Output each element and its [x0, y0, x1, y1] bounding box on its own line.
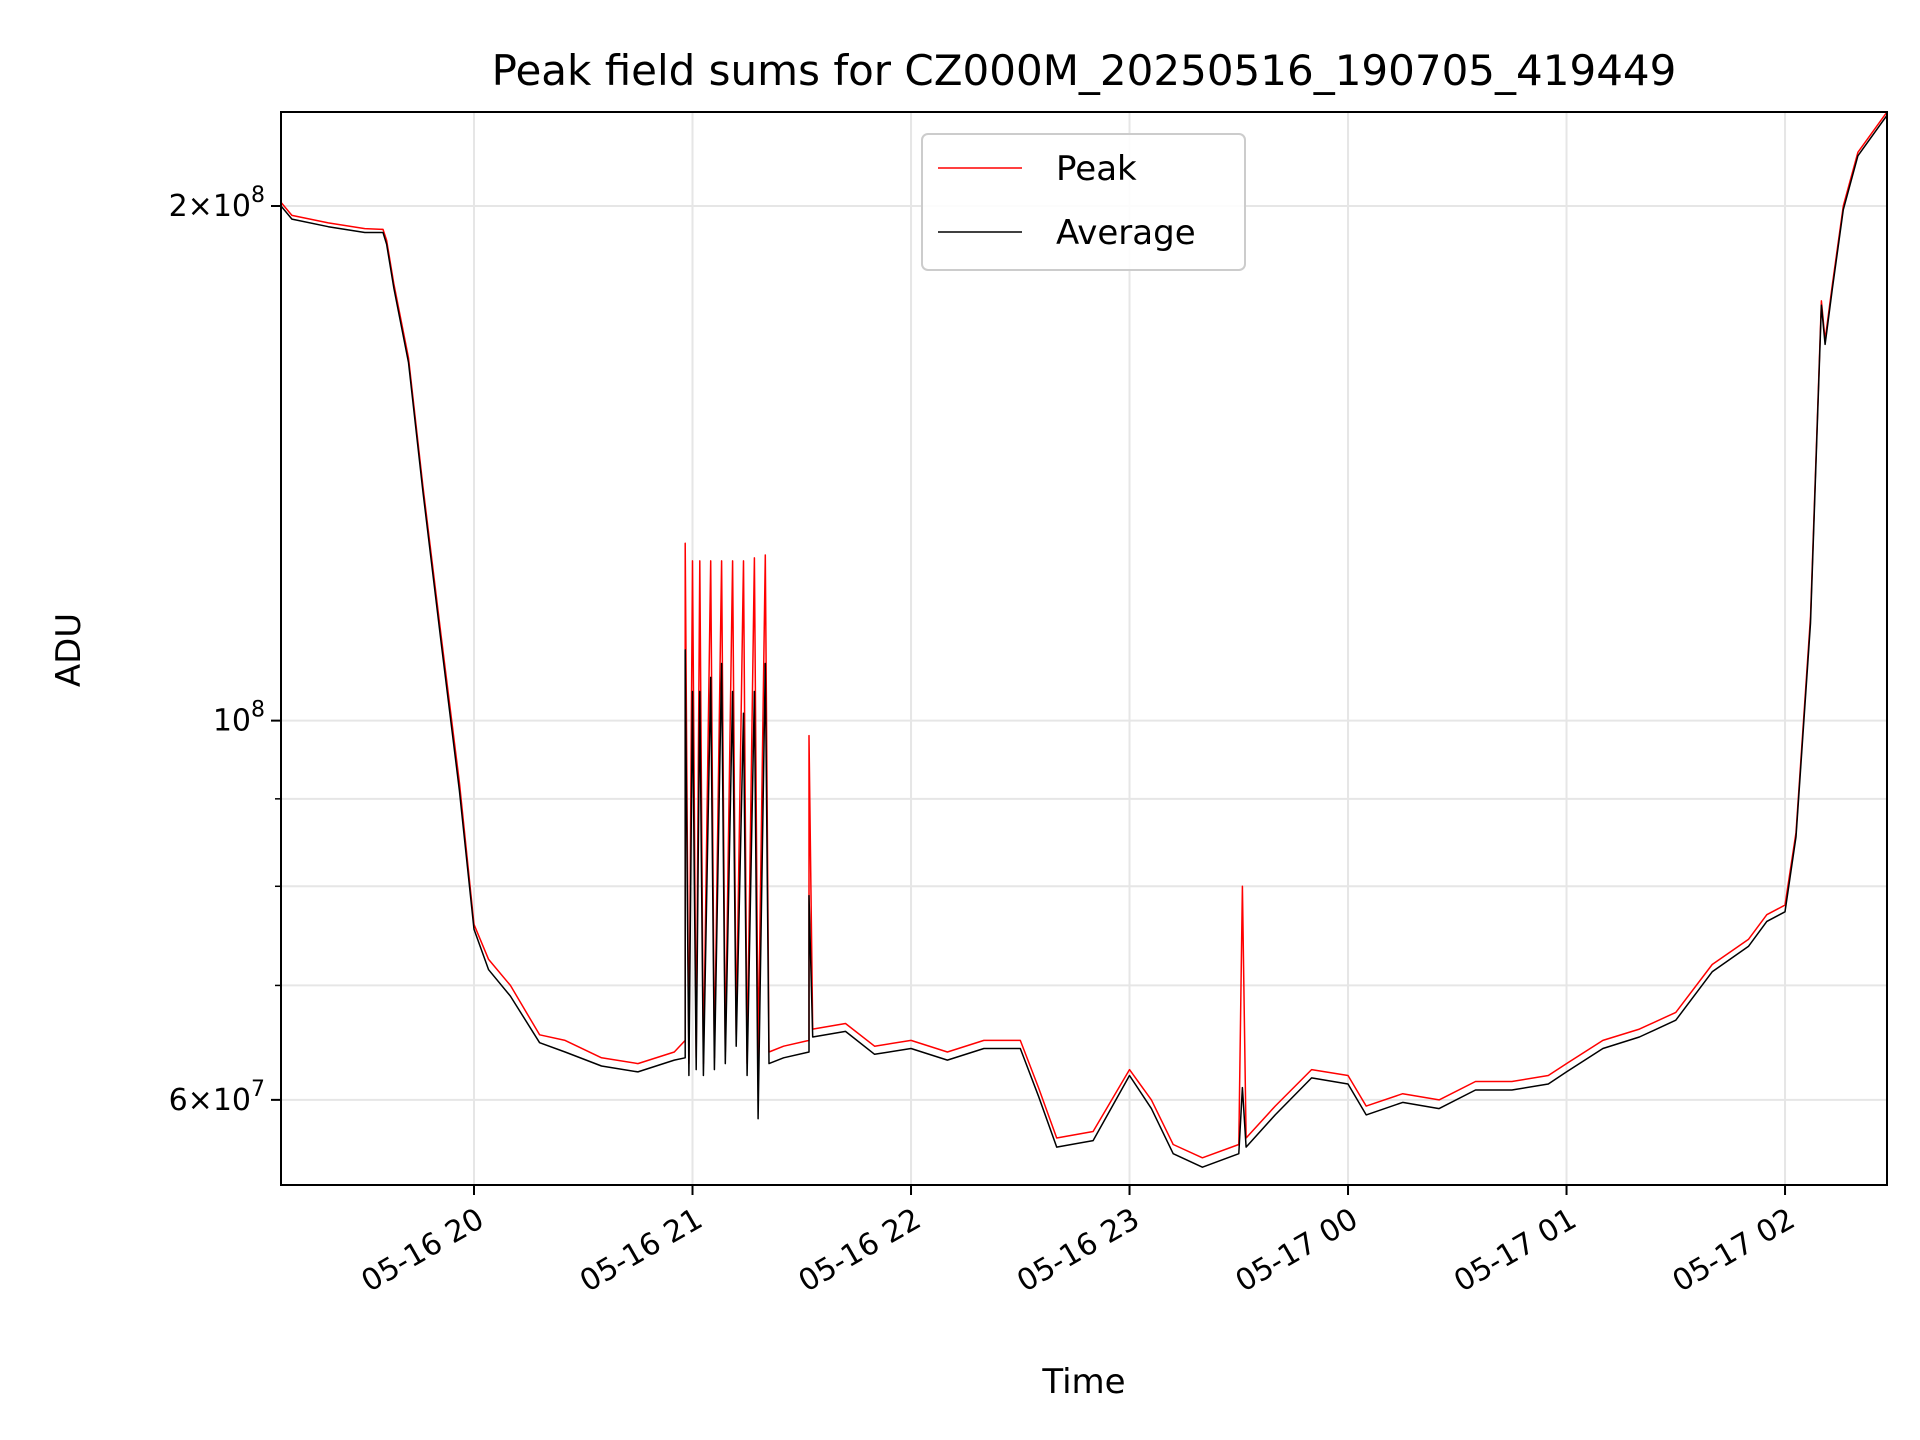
legend-label-average: Average: [1056, 213, 1196, 253]
series-layer: [281, 112, 1887, 1168]
series-line-average: [281, 114, 1887, 1168]
x-axis-label: Time: [1041, 1362, 1125, 1402]
legend-label-peak: Peak: [1056, 149, 1137, 189]
y-tick-label: 108: [213, 698, 265, 739]
plot-frame: [280, 111, 1888, 1186]
legend: Peak Average: [921, 133, 1246, 271]
y-axis-label: ADU: [49, 613, 89, 687]
y-tick-label: 2×108: [169, 183, 265, 224]
chart-title: Peak field sums for CZ000M_20250516_1907…: [492, 46, 1677, 95]
y-tick-label: 6×107: [169, 1077, 265, 1118]
